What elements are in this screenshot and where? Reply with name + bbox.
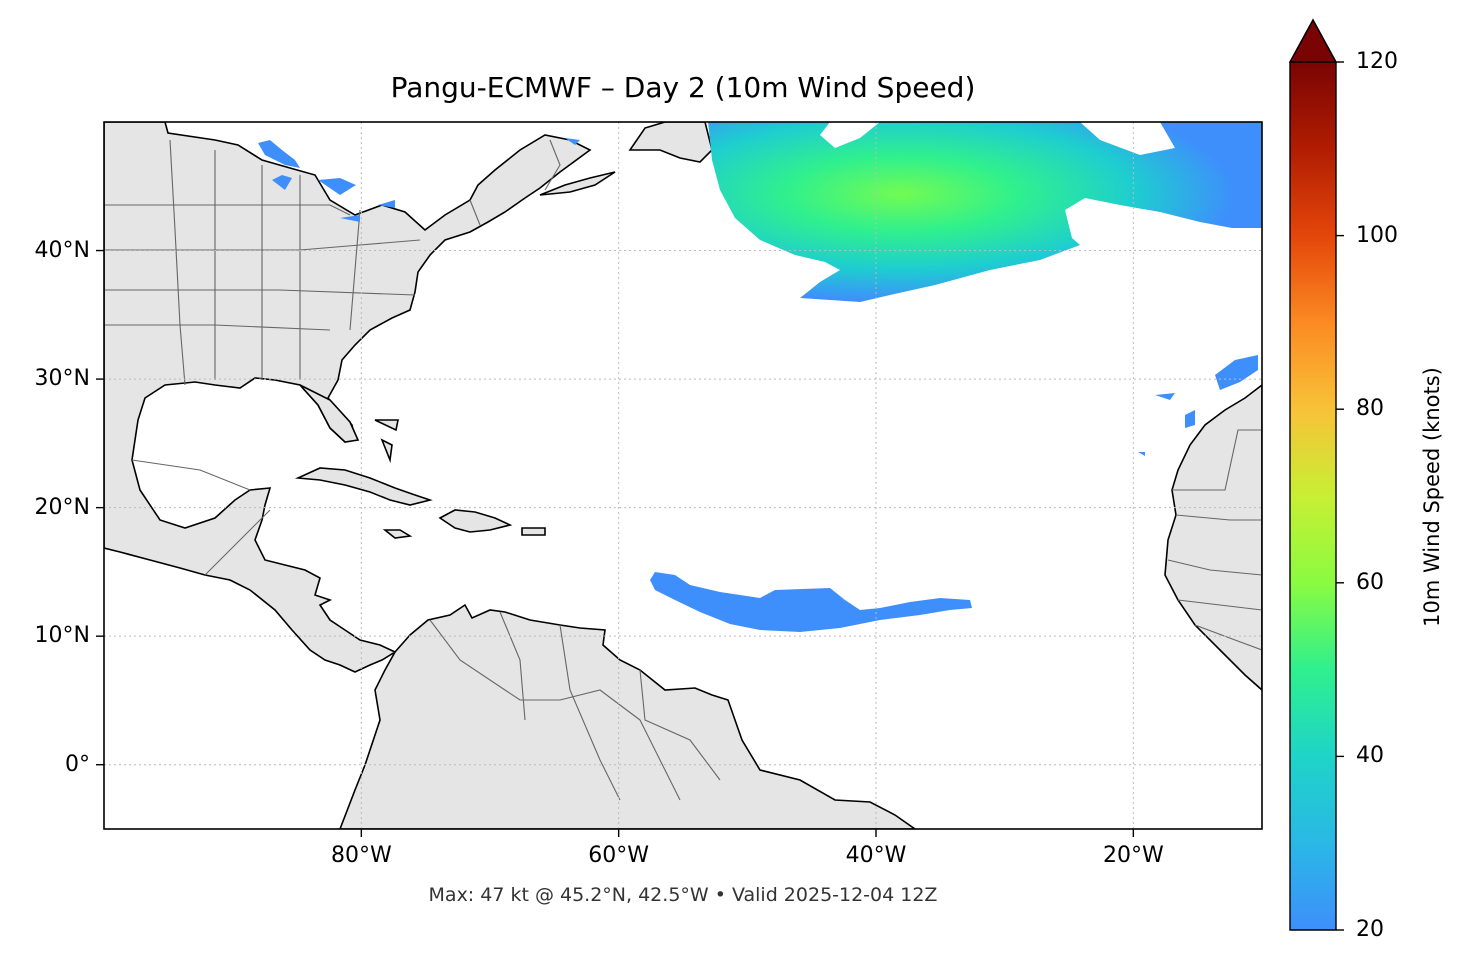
lat-tick-label: 30°N (34, 366, 90, 392)
map-title: Pangu-ECMWF – Day 2 (10m Wind Speed) (390, 71, 976, 104)
gridlines (104, 122, 1262, 829)
colorbar-extend-arrow (1288, 18, 1338, 63)
lon-tick-label: 80°W (330, 843, 392, 868)
bahamas-land (374, 419, 399, 464)
florida-land (299, 384, 360, 443)
lat-tick-label: 0° (65, 751, 90, 777)
lat-tick-marks (96, 249, 104, 766)
lon-tick-label: 20°W (1102, 843, 1164, 868)
colorbar-tick-label: 120 (1356, 49, 1398, 74)
lon-tick-label: 40°W (845, 843, 907, 868)
tropical-wind-band-shading (650, 572, 972, 632)
lat-tick-label: 40°N (34, 237, 90, 263)
colorbar-tick-label: 20 (1356, 917, 1384, 942)
map-frame (103, 121, 1263, 830)
colorbar-tick-label: 60 (1356, 569, 1384, 595)
colorbar-tick-marks (1336, 61, 1344, 931)
colorbar-axis-label: 10m Wind Speed (knots) (1420, 367, 1444, 627)
great-lakes-winds-shading (258, 138, 580, 222)
lat-tick-label: 20°N (34, 494, 90, 520)
north-atlantic-storm-shading (708, 122, 1262, 302)
colorbar-tick-label: 40 (1356, 743, 1384, 769)
hispaniola-land (438, 509, 513, 533)
south-america-land (339, 603, 917, 829)
lon-tick-label: 60°W (588, 843, 650, 868)
colorbar (1290, 62, 1336, 930)
colorbar-outline (1289, 18, 1337, 931)
africa-land (1164, 383, 1262, 692)
cuba-land (294, 467, 433, 506)
colorbar-tick-label: 100 (1356, 222, 1398, 248)
puerto-rico-land (521, 527, 546, 536)
footer-note: Max: 47 kt @ 45.2°N, 42.5°W • Valid 2025… (428, 884, 938, 906)
north-america-land (104, 122, 592, 673)
political-borders (104, 139, 1262, 801)
lon-tick-marks (360, 829, 1135, 837)
lat-tick-label: 10°N (34, 623, 90, 649)
colorbar-tick-label: 80 (1356, 396, 1384, 422)
canary-winds-shading (1138, 355, 1258, 456)
nova-scotia-land (539, 171, 616, 196)
jamaica-land (382, 529, 413, 539)
